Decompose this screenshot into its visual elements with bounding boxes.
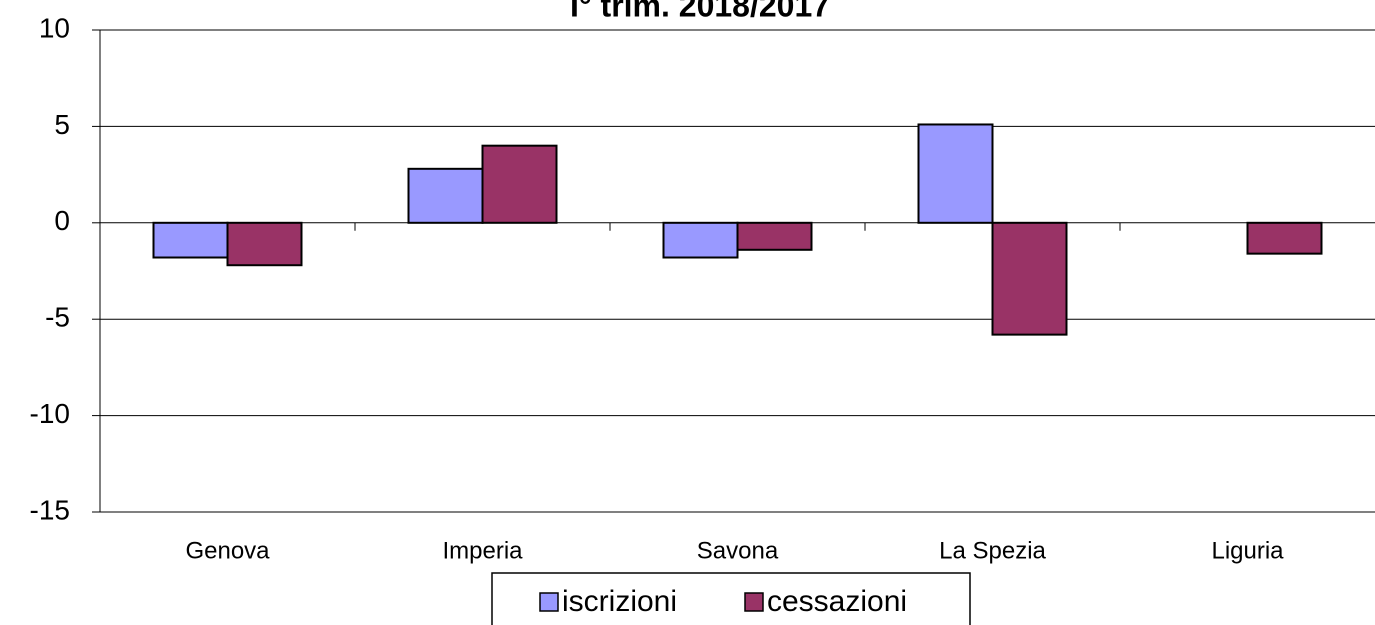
legend-label: iscrizioni	[562, 585, 677, 618]
bar	[481, 144, 558, 224]
x-tick-label: Genova	[185, 537, 270, 564]
legend-swatch	[744, 592, 764, 612]
y-tick-label: 10	[39, 12, 70, 43]
bar	[226, 221, 303, 267]
legend-swatch	[539, 592, 559, 612]
x-tick-label: La Spezia	[939, 537, 1046, 564]
bar	[1246, 221, 1323, 255]
legend-box	[491, 572, 971, 625]
bar	[407, 167, 484, 224]
bar	[991, 221, 1068, 336]
y-tick-label: -5	[45, 302, 70, 333]
x-tick-label: Imperia	[442, 537, 523, 564]
bar	[152, 221, 229, 259]
y-tick-label: -10	[30, 398, 70, 429]
y-tick-label: -15	[30, 494, 70, 525]
bar	[662, 221, 739, 259]
bar	[917, 123, 994, 224]
x-tick-label: Liguria	[1211, 537, 1284, 564]
chart-title: I° trim. 2018/2017	[570, 0, 830, 23]
y-tick-label: 5	[54, 109, 70, 140]
bar	[736, 221, 813, 251]
legend-label: cessazioni	[767, 585, 907, 618]
x-tick-label: Savona	[697, 537, 779, 564]
y-tick-label: 0	[54, 205, 70, 236]
